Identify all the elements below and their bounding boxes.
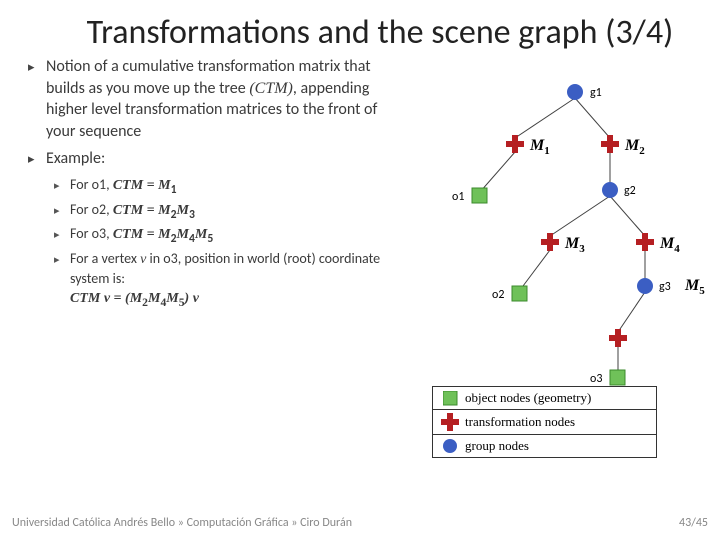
sub1-sub: 1 [171, 183, 177, 197]
m5-label: M5 [684, 277, 705, 297]
transform-node-icon [609, 329, 627, 347]
bullet-1: ▸ Notion of a cumulative transformation … [28, 56, 408, 142]
sub5-m1: M [130, 291, 142, 306]
b1a-ctm: (CTM) [249, 80, 293, 97]
sub5-text: CTM v = (M2M4M5) v [70, 290, 408, 311]
footer-right: 43/45 [679, 516, 708, 530]
bullet-arrow-icon: ▸ [28, 56, 46, 142]
sub-bullet-3: ▸ For o3, CTM = M2M4M5 [54, 225, 408, 248]
g3-label: g3 [659, 280, 671, 294]
footer-left: Universidad Católica Andrés Bello » Comp… [12, 516, 352, 530]
legend-label-object: object nodes (geometry) [461, 390, 650, 406]
sub3-m1: M [158, 227, 170, 242]
legend-label-transform: transformation nodes [461, 414, 650, 430]
object-node-icon [472, 188, 487, 203]
edge [610, 196, 645, 236]
bullet-2-text: Example: [46, 148, 408, 170]
scene-graph-diagram: g1 M1 M2 o1 g2 M3 M4 o2 g3 M5 o3 [400, 80, 715, 380]
sub1-lhs: CTM = [113, 178, 158, 193]
bullet-2: ▸ Example: [28, 148, 408, 170]
object-node-icon [439, 391, 461, 406]
group-node-icon [567, 84, 583, 100]
transform-node-icon [439, 413, 461, 431]
sub-bullet-1: ▸ For o1, CTM = M1 [54, 176, 408, 199]
sub3-m3: M [195, 227, 207, 242]
legend: object nodes (geometry) transformation n… [432, 386, 657, 458]
o3-label: o3 [590, 372, 602, 386]
sub2-m1: M [158, 203, 170, 218]
sub-bullet-arrow-icon: ▸ [54, 225, 70, 248]
m4-label: M4 [659, 235, 680, 255]
edge [550, 196, 610, 236]
transform-node-icon [601, 135, 619, 153]
object-node-icon [512, 286, 527, 301]
sub2-pre: For o2, [70, 201, 113, 218]
edge [480, 152, 515, 192]
o1-label: o1 [452, 190, 464, 204]
sub2-s2: 3 [189, 207, 195, 221]
edge [515, 98, 575, 138]
sub5-rhs: ) v [185, 291, 199, 306]
edge [575, 98, 610, 138]
sub3-lhs: CTM = [113, 227, 158, 242]
sub-bullet-arrow-icon: ▸ [54, 201, 70, 224]
o2-label: o2 [492, 288, 504, 302]
m1-label: M1 [529, 137, 550, 157]
edge [520, 250, 550, 290]
bullet-arrow-icon: ▸ [28, 148, 46, 170]
sub-bullet-4: ▸ For a vertex v in o3, position in worl… [54, 250, 408, 289]
sub2-m2: M [177, 203, 189, 218]
sub-bullet-arrow-icon: ▸ [54, 250, 70, 289]
sub5-m2: M [148, 291, 160, 306]
sub2-lhs: CTM = [113, 203, 158, 218]
legend-row-object: object nodes (geometry) [433, 387, 656, 409]
group-node-icon [637, 278, 653, 294]
sub-bullet-5: CTM v = (M2M4M5) v [70, 290, 408, 311]
transform-node-icon [636, 233, 654, 251]
sub3-s3: 5 [207, 232, 213, 246]
sub1-pre: For o1, [70, 176, 113, 193]
sub3-m2: M [177, 227, 189, 242]
legend-label-group: group nodes [461, 438, 650, 454]
sub-bullet-arrow-icon: ▸ [54, 176, 70, 199]
sub4-pre: For a vertex [70, 250, 140, 267]
m2-label: M2 [624, 137, 645, 157]
sub-bullet-2: ▸ For o2, CTM = M2M3 [54, 201, 408, 224]
body-text: ▸ Notion of a cumulative transformation … [28, 56, 408, 313]
transform-node-icon [506, 135, 524, 153]
transform-node-icon [541, 233, 559, 251]
slide-title: Transformations and the scene graph (3/4… [70, 13, 690, 52]
sub3-pre: For o3, [70, 225, 113, 242]
sub5-m3: M [166, 291, 178, 306]
sub4-text: For a vertex v in o3, position in world … [70, 250, 408, 289]
edge [618, 292, 645, 332]
legend-row-transform: transformation nodes [433, 409, 656, 434]
m3-label: M3 [564, 235, 585, 255]
sub5-lhs: CTM v = ( [70, 291, 130, 306]
sub1-m: M [158, 178, 170, 193]
sub2-text: For o2, CTM = M2M3 [70, 201, 408, 224]
g1-label: g1 [590, 86, 602, 100]
g2-label: g2 [624, 184, 636, 198]
legend-row-group: group nodes [433, 434, 656, 457]
footer: Universidad Católica Andrés Bello » Comp… [12, 516, 708, 530]
group-node-icon [602, 182, 618, 198]
object-node-icon [610, 370, 625, 385]
sub3-text: For o3, CTM = M2M4M5 [70, 225, 408, 248]
group-node-icon [439, 438, 461, 454]
sub1-text: For o1, CTM = M1 [70, 176, 408, 199]
bullet-1-text: Notion of a cumulative transformation ma… [46, 56, 408, 142]
